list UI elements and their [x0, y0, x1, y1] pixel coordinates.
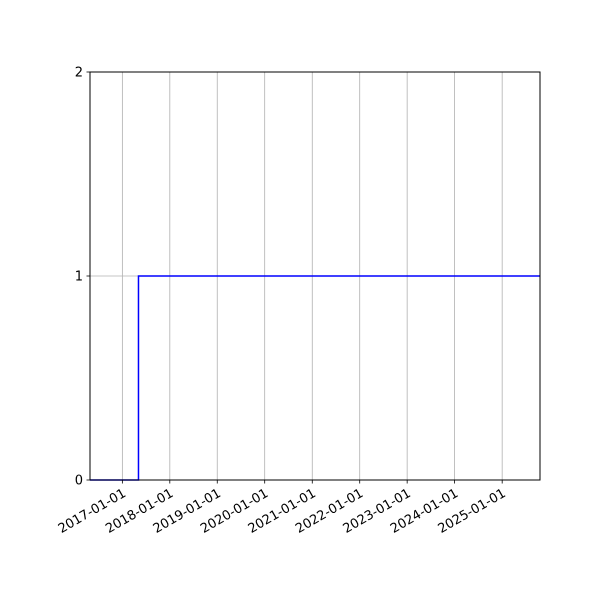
y-tick-label: 2 — [75, 66, 83, 81]
series-layer — [90, 275, 540, 481]
y-axis: 0 1 2 — [75, 66, 90, 489]
y-tick-label: 0 — [75, 474, 83, 489]
series-line — [90, 275, 540, 481]
x-axis: 2017-01-012018-01-012019-01-012020-01-01… — [56, 480, 509, 537]
y-tick-label: 1 — [75, 270, 83, 285]
